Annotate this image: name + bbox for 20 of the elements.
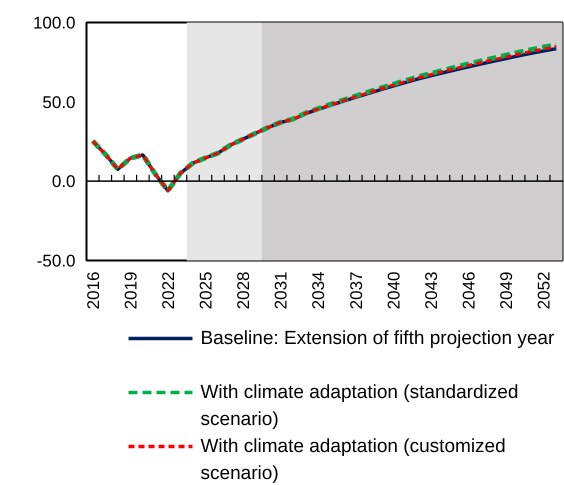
legend-label: Baseline: Extension of fifth projection year xyxy=(200,328,555,349)
x-tick-label: 2049 xyxy=(497,271,516,310)
legend-label: With climate adaptation (customized scenario) xyxy=(200,436,506,484)
x-tick-label: 2043 xyxy=(422,271,441,310)
y-tick-label: 50.0 xyxy=(42,92,76,112)
x-tick-label: 2028 xyxy=(234,271,254,310)
x-tick-label: 2022 xyxy=(158,271,178,310)
x-tick-label: 2034 xyxy=(309,271,328,310)
x-tick-label: 2019 xyxy=(121,271,140,310)
y-tick-label: -50.0 xyxy=(36,252,76,270)
y-tick-label: 100.0 xyxy=(32,14,76,32)
x-tick-label: 2046 xyxy=(460,271,479,310)
x-tick-label: 2031 xyxy=(272,271,291,310)
x-tick-label: 2016 xyxy=(84,271,103,310)
x-tick-label: 2025 xyxy=(196,271,216,310)
x-tick-label: 2037 xyxy=(346,271,366,310)
x-tick-label: 2052 xyxy=(534,271,554,310)
x-tick-label: 2040 xyxy=(384,271,404,310)
y-tick-label: 0.0 xyxy=(52,172,76,192)
legend-label: With climate adaptation (standardized scenario) xyxy=(200,382,518,430)
